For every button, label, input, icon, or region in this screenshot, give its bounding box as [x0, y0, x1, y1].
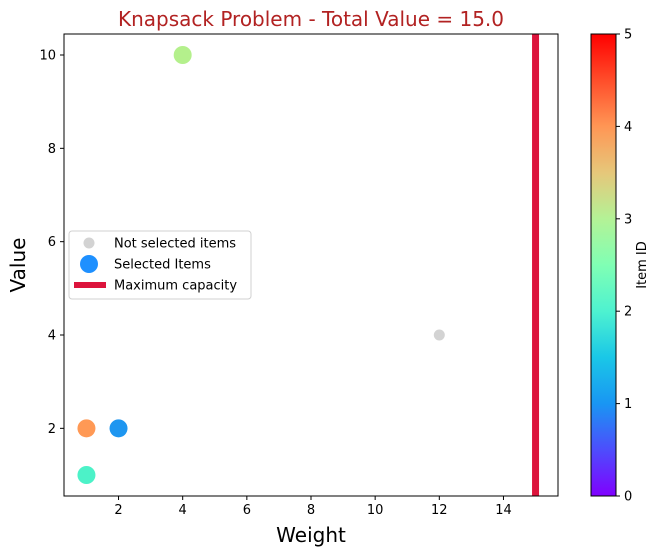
colorbar-ticks: 0 1 2 3 4 5	[616, 28, 632, 505]
colorbar-tick-label: 3	[624, 212, 632, 227]
legend-box	[68, 230, 252, 300]
x-tick-label: 6	[243, 503, 251, 518]
legend-marker-selected	[80, 255, 98, 273]
selected-point-item-1	[77, 419, 96, 438]
y-tick-label: 6	[48, 235, 56, 250]
x-tick-label: 14	[495, 503, 512, 518]
colorbar-tick-label: 4	[624, 120, 632, 135]
x-tick-label: 12	[431, 503, 448, 518]
legend: Not selected items Selected Items Maximu…	[68, 230, 252, 300]
y-tick-label: 8	[48, 142, 56, 157]
chart-title: Knapsack Problem - Total Value = 15.0	[118, 7, 504, 31]
y-tick-label: 2	[48, 422, 56, 437]
colorbar-gradient	[590, 33, 617, 497]
y-tick-label: 4	[48, 329, 56, 344]
x-tick-label: 4	[179, 503, 187, 518]
colorbar-label: Item ID	[635, 241, 650, 289]
legend-label-not-selected: Not selected items	[114, 237, 236, 252]
not-selected-point-0	[433, 329, 445, 341]
colorbar: 0 1 2 3 4 5 Item ID	[590, 28, 650, 505]
selected-point-item-2	[77, 466, 96, 484]
x-axis-label: Weight	[276, 523, 346, 547]
selected-point-item-3	[173, 46, 192, 64]
x-tick-label: 10	[367, 503, 384, 518]
x-tick-label: 2	[114, 503, 122, 518]
legend-marker-not-selected	[83, 237, 95, 249]
y-axis-label: Value	[6, 238, 30, 293]
plot-area: 2 4 6 8 10 12 14 2 4 6 8 10	[39, 33, 559, 518]
legend-label-capacity: Maximum capacity	[114, 279, 237, 294]
legend-label-selected: Selected Items	[114, 258, 211, 273]
colorbar-tick-label: 1	[624, 397, 632, 412]
y-tick-label: 10	[39, 49, 56, 64]
colorbar-tick-label: 0	[624, 490, 632, 505]
colorbar-tick-label: 5	[624, 28, 632, 43]
selected-point-item-0	[109, 419, 128, 438]
colorbar-tick-label: 2	[624, 305, 632, 320]
x-tick-label: 8	[307, 503, 315, 518]
